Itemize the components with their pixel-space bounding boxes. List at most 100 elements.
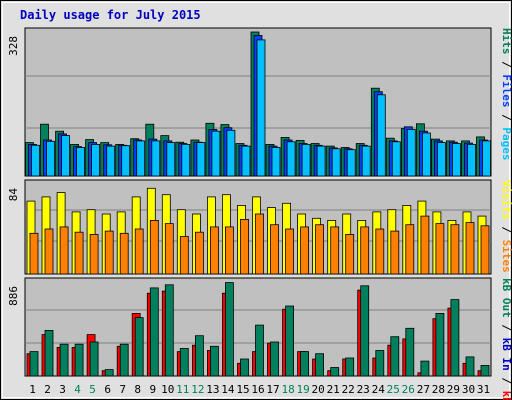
x-tick-label-7: 7 bbox=[119, 383, 126, 396]
bar-kb-in-day-3 bbox=[59, 343, 69, 377]
bar-kb-in-day-28 bbox=[435, 312, 445, 377]
bar-pages-day-11 bbox=[181, 143, 191, 177]
legend-item-2-3: / bbox=[500, 371, 512, 391]
bar-sites-day-1 bbox=[29, 232, 39, 275]
bar-kb-in-day-7 bbox=[119, 343, 129, 377]
bar-pages-day-7 bbox=[121, 145, 131, 177]
bar-sites-day-14 bbox=[224, 226, 234, 275]
bar-pages-day-19 bbox=[301, 143, 311, 177]
bar-kb-in-day-24 bbox=[375, 350, 385, 377]
bar-pages-day-16 bbox=[256, 39, 266, 177]
bar-kb-in-day-23 bbox=[360, 285, 370, 377]
x-tick-label-19: 19 bbox=[296, 383, 309, 396]
bar-kb-in-day-12 bbox=[194, 335, 204, 377]
bar-pages-day-20 bbox=[316, 145, 326, 177]
bar-pages-day-30 bbox=[467, 143, 476, 177]
x-tick-label-21: 21 bbox=[327, 383, 340, 396]
bar-kb-in-day-16 bbox=[255, 324, 264, 377]
x-tick-label-28: 28 bbox=[432, 383, 445, 396]
bar-sites-day-25 bbox=[390, 230, 400, 275]
legend-item-1-1: / bbox=[500, 220, 512, 240]
bar-sites-day-9 bbox=[149, 219, 159, 275]
bar-kb-in-day-31 bbox=[480, 364, 490, 377]
bar-kb-in-day-30 bbox=[465, 356, 475, 377]
x-tick-label-9: 9 bbox=[149, 383, 156, 396]
y-max-label-0: 328 bbox=[7, 36, 20, 56]
bar-kb-in-day-1 bbox=[29, 351, 39, 377]
bar-pages-day-26 bbox=[406, 129, 416, 177]
bar-kb-in-day-14 bbox=[224, 282, 234, 377]
bar-pages-day-8 bbox=[136, 140, 146, 177]
legend-panel-2: kB Out / kB In / kB F bbox=[500, 278, 512, 400]
bar-pages-day-17 bbox=[271, 147, 281, 177]
x-tick-label-8: 8 bbox=[134, 383, 141, 396]
bar-sites-day-19 bbox=[300, 226, 310, 275]
x-tick-label-22: 22 bbox=[342, 383, 355, 396]
bar-kb-in-day-2 bbox=[44, 329, 54, 377]
x-tick-label-6: 6 bbox=[104, 383, 111, 396]
bar-pages-day-22 bbox=[346, 149, 356, 177]
bar-pages-day-24 bbox=[376, 94, 386, 177]
x-tick-label-31: 31 bbox=[477, 383, 490, 396]
bar-sites-day-22 bbox=[345, 233, 355, 275]
bar-pages-day-27 bbox=[421, 132, 431, 177]
bar-kb-in-day-20 bbox=[315, 353, 325, 377]
x-tick-label-27: 27 bbox=[417, 383, 430, 396]
chart-title: Daily usage for July 2015 bbox=[20, 8, 201, 22]
bar-sites-day-17 bbox=[270, 224, 279, 275]
x-tick-label-4: 4 bbox=[74, 383, 81, 396]
x-tick-label-10: 10 bbox=[161, 383, 174, 396]
bar-sites-day-30 bbox=[465, 222, 475, 275]
bar-sites-day-15 bbox=[240, 218, 249, 275]
bar-pages-day-3 bbox=[61, 135, 70, 177]
x-tick-label-1: 1 bbox=[29, 383, 36, 396]
bar-pages-day-9 bbox=[151, 140, 161, 177]
legend-item-2-4: kB F bbox=[500, 391, 512, 400]
bar-sites-day-3 bbox=[59, 226, 69, 275]
bar-sites-day-13 bbox=[209, 226, 219, 275]
x-tick-label-3: 3 bbox=[59, 383, 66, 396]
bar-pages-day-21 bbox=[331, 148, 341, 177]
x-tick-label-17: 17 bbox=[266, 383, 279, 396]
bar-sites-day-24 bbox=[375, 228, 385, 275]
x-tick-label-11: 11 bbox=[176, 383, 189, 396]
bar-kb-in-day-19 bbox=[300, 351, 310, 377]
bar-pages-day-29 bbox=[451, 143, 461, 177]
bar-sites-day-8 bbox=[134, 228, 144, 275]
x-tick-label-15: 15 bbox=[236, 383, 249, 396]
bar-sites-day-23 bbox=[360, 226, 370, 275]
legend-item-1-0: Visits bbox=[500, 180, 512, 220]
x-tick-label-20: 20 bbox=[311, 383, 324, 396]
bar-pages-day-10 bbox=[166, 142, 176, 177]
legend-item-2-2: kB In bbox=[500, 338, 512, 371]
bar-sites-day-6 bbox=[104, 230, 114, 275]
bar-kb-in-day-26 bbox=[405, 327, 415, 377]
bar-kb-in-day-4 bbox=[74, 343, 84, 377]
bar-kb-in-day-5 bbox=[89, 341, 99, 377]
x-tick-label-14: 14 bbox=[221, 383, 235, 396]
bar-sites-day-4 bbox=[74, 231, 84, 275]
legend-panel-0: Hits / Files / Pages bbox=[500, 28, 512, 161]
bar-kb-in-day-10 bbox=[164, 284, 174, 377]
y-max-label-2: 886 bbox=[7, 286, 20, 306]
bar-sites-day-21 bbox=[330, 226, 340, 275]
x-tick-label-12: 12 bbox=[191, 383, 204, 396]
bar-sites-day-7 bbox=[119, 232, 129, 275]
bar-pages-day-25 bbox=[391, 141, 401, 177]
bar-pages-day-6 bbox=[106, 145, 116, 177]
legend-item-0-4: Pages bbox=[500, 127, 512, 160]
bar-pages-day-23 bbox=[361, 145, 371, 177]
legend-item-0-1: / bbox=[500, 55, 512, 75]
bar-pages-day-14 bbox=[226, 129, 236, 177]
bar-pages-day-1 bbox=[31, 144, 40, 177]
x-tick-label-30: 30 bbox=[462, 383, 475, 396]
x-tick-label-23: 23 bbox=[357, 383, 370, 396]
bar-pages-day-28 bbox=[436, 142, 446, 177]
x-tick-label-18: 18 bbox=[281, 383, 294, 396]
bar-sites-day-29 bbox=[450, 224, 460, 275]
bar-sites-day-20 bbox=[315, 224, 325, 275]
bar-sites-day-2 bbox=[44, 228, 54, 275]
bar-kb-in-day-9 bbox=[149, 287, 159, 377]
bar-kb-in-day-8 bbox=[134, 317, 144, 377]
